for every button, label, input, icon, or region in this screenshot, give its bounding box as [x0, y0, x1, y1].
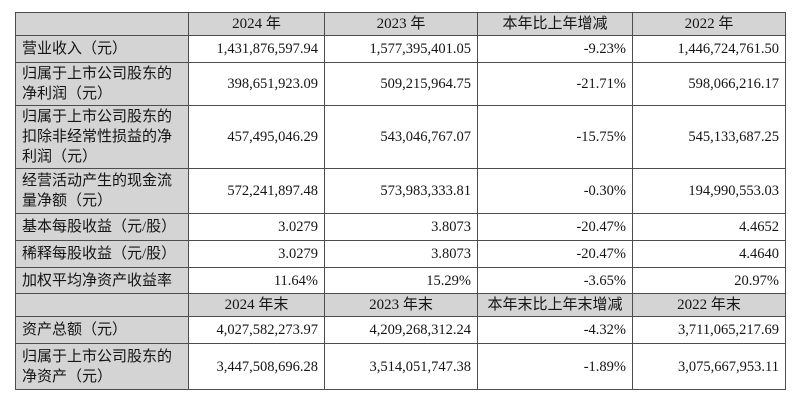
metric-label: 归属于上市公司股东的 扣除非经常性损益的净 利润（元） [15, 105, 189, 169]
value-change: -4.32% [477, 316, 633, 344]
table-row-net-profit: 归属于上市公司股东的 净利润（元） 398,651,923.09 509,215… [15, 62, 786, 106]
value-change: -21.71% [477, 62, 633, 106]
table-row-net-assets: 归属于上市公司股东的 净资产（元） 3,447,508,696.28 3,514… [15, 343, 786, 390]
table-row-total-assets: 资产总额（元） 4,027,582,273.97 4,209,268,312.2… [15, 316, 786, 344]
col-header-2023: 2023 年 [324, 12, 478, 36]
value-2023: 3.8073 [324, 240, 478, 268]
metric-label: 资产总额（元） [15, 316, 189, 344]
value-2023: 509,215,964.75 [324, 62, 478, 106]
metric-label: 经营活动产生的现金流 量净额（元） [15, 168, 189, 214]
corner-cell [15, 12, 189, 36]
value-2023: 573,983,333.81 [324, 168, 478, 214]
table-row-diluted-eps: 稀释每股收益（元/股） 3.0279 3.8073 -20.47% 4.4640 [15, 240, 786, 268]
table-row-operating-cash-flow: 经营活动产生的现金流 量净额（元） 572,241,897.48 573,983… [15, 168, 786, 214]
value-2023: 543,046,767.07 [324, 105, 478, 169]
key-financial-data-table: 2024 年 2023 年 本年比上年增减 2022 年 营业收入（元） 1,4… [15, 12, 786, 390]
col-header-2022-end: 2022 年末 [632, 293, 786, 317]
value-2022: 1,446,724,761.50 [632, 35, 786, 63]
value-2024: 3.0279 [188, 213, 325, 241]
table-row-weighted-avg-roe: 加权平均净资产收益率 11.64% 15.29% -3.65% 20.97% [15, 267, 786, 294]
value-2024: 398,651,923.09 [188, 62, 325, 106]
value-2023: 1,577,395,401.05 [324, 35, 478, 63]
value-2023: 4,209,268,312.24 [324, 316, 478, 344]
metric-label: 加权平均净资产收益率 [15, 267, 189, 294]
value-2022: 545,133,687.25 [632, 105, 786, 169]
value-2024: 1,431,876,597.94 [188, 35, 325, 63]
value-2024: 3,447,508,696.28 [188, 343, 325, 390]
value-change: -20.47% [477, 213, 633, 241]
value-2023: 15.29% [324, 267, 478, 294]
value-2022: 4.4652 [632, 213, 786, 241]
value-2022: 20.97% [632, 267, 786, 294]
value-change: -0.30% [477, 168, 633, 214]
col-header-2023-end: 2023 年末 [324, 293, 478, 317]
col-header-2022: 2022 年 [632, 12, 786, 36]
value-2023: 3.8073 [324, 213, 478, 241]
value-2022: 598,066,216.17 [632, 62, 786, 106]
table-row-net-profit-excl-nonrecurring: 归属于上市公司股东的 扣除非经常性损益的净 利润（元） 457,495,046.… [15, 105, 786, 169]
value-2022: 4.4640 [632, 240, 786, 268]
value-2023: 3,514,051,747.38 [324, 343, 478, 390]
value-change: -15.75% [477, 105, 633, 169]
metric-label: 基本每股收益（元/股） [15, 213, 189, 241]
value-2024: 457,495,046.29 [188, 105, 325, 169]
metric-label: 稀释每股收益（元/股） [15, 240, 189, 268]
financial-report-page: 2024 年 2023 年 本年比上年增减 2022 年 营业收入（元） 1,4… [15, 12, 786, 390]
value-change: -9.23% [477, 35, 633, 63]
metric-label: 营业收入（元） [15, 35, 189, 63]
table-row-basic-eps: 基本每股收益（元/股） 3.0279 3.8073 -20.47% 4.4652 [15, 213, 786, 241]
value-change: -1.89% [477, 343, 633, 390]
value-2024: 4,027,582,273.97 [188, 316, 325, 344]
table-row-revenue: 营业收入（元） 1,431,876,597.94 1,577,395,401.0… [15, 35, 786, 63]
value-2024: 572,241,897.48 [188, 168, 325, 214]
value-change: -20.47% [477, 240, 633, 268]
corner-cell [15, 293, 189, 317]
metric-label: 归属于上市公司股东的 净利润（元） [15, 62, 189, 106]
col-header-2024-end: 2024 年末 [188, 293, 325, 317]
annual-header-row: 2024 年 2023 年 本年比上年增减 2022 年 [15, 12, 786, 36]
value-2022: 194,990,553.03 [632, 168, 786, 214]
value-change: -3.65% [477, 267, 633, 294]
metric-label: 归属于上市公司股东的 净资产（元） [15, 343, 189, 390]
period-end-header-row: 2024 年末 2023 年末 本年末比上年末增减 2022 年末 [15, 293, 786, 317]
value-2024: 3.0279 [188, 240, 325, 268]
value-2022: 3,711,065,217.69 [632, 316, 786, 344]
col-header-yoy-end-change: 本年末比上年末增减 [477, 293, 633, 317]
value-2024: 11.64% [188, 267, 325, 294]
col-header-2024: 2024 年 [188, 12, 325, 36]
col-header-yoy-change: 本年比上年增减 [477, 12, 633, 36]
value-2022: 3,075,667,953.11 [632, 343, 786, 390]
